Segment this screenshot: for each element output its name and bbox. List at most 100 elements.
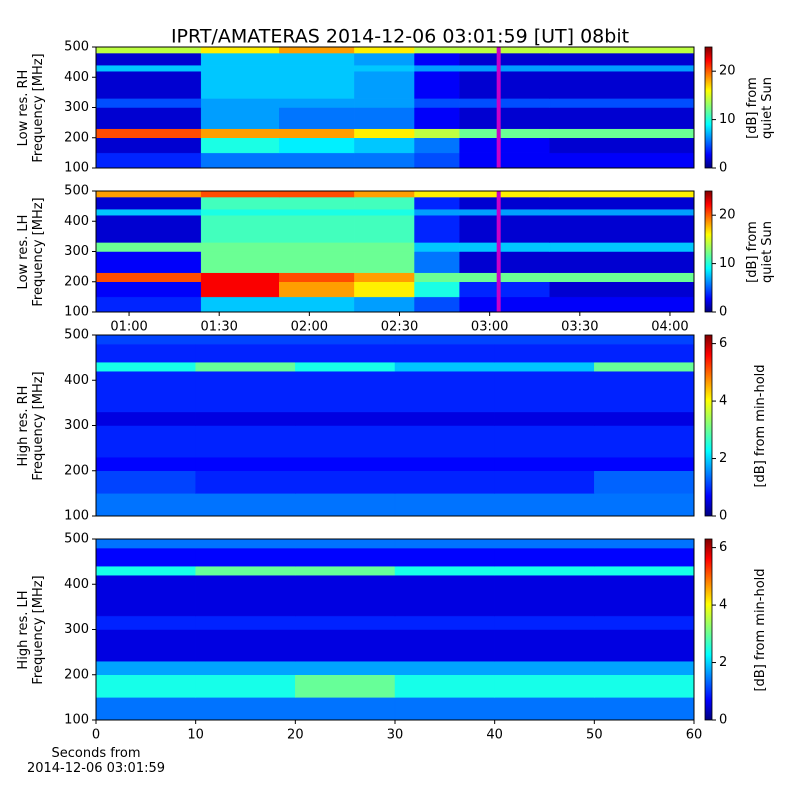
heatmap-cell [354,196,415,210]
heatmap-cell [549,214,695,243]
heatmap-cell [200,281,280,298]
heatmap-cell [549,137,695,154]
heatmap-cell [279,296,355,313]
colorbar-tick-label: 4 [719,598,727,613]
heatmap-cell [95,70,202,99]
heatmap-cell [549,98,695,108]
y-tick-label: 400 [64,214,89,229]
heatmap-cell [549,281,695,298]
y-tick-label: 200 [64,667,89,682]
heatmap-cell [594,456,695,471]
heatmap-cell [200,152,280,169]
heatmap-cell [95,64,202,72]
x-tick-label: 40 [486,728,503,743]
x-tick-label: 60 [686,728,703,743]
heatmap-cell [494,547,595,567]
heatmap-cell [414,296,460,313]
heatmap-cell [354,251,415,273]
colorbar-tick-label: 0 [719,509,727,524]
heatmap-cell [295,565,396,576]
heatmap-cell [394,370,495,413]
colorbar-tick-label: 2 [719,451,727,466]
heatmap-cell [295,660,396,675]
heatmap-cell [494,629,595,662]
heatmap-cell [594,660,695,675]
heatmap-cell [414,64,460,72]
heatmap-cell [594,343,695,363]
heatmap-cell [295,629,396,662]
heatmap-cell [295,334,396,345]
heatmap-cell [195,615,296,630]
heatmap-cell [354,64,415,72]
heatmap-cell [459,52,551,66]
heatmap-cell [494,674,595,698]
heatmap-cell [394,456,495,471]
y-tick-label: 300 [64,244,89,259]
heatmap-cell [200,98,280,108]
heatmap-cell [549,107,695,129]
heatmap-cell [279,242,355,252]
heatmap-cell [414,52,460,66]
heatmap-cell [414,107,460,129]
y-tick-label: 100 [64,161,89,176]
heatmap-cell [414,242,460,252]
heatmap-cell [95,615,196,630]
heatmap-cell [279,46,355,54]
heatmap-cell [459,190,551,198]
y-tick-label: 500 [64,328,89,343]
heatmap-cell [95,52,202,66]
heatmap-cell [459,70,551,99]
colorbar-tick-label: 4 [719,394,727,409]
heatmap-cell [195,629,296,662]
heatmap-cell [200,296,280,313]
heatmap-cell [414,152,460,169]
colorbar-tick-label: 6 [719,336,727,351]
x-tick-label: 04:00 [651,320,688,335]
y-tick-label: 500 [64,40,89,55]
heatmap-cell [200,214,280,243]
marker-line [496,47,501,168]
heatmap-cell [95,281,202,298]
heatmap-cell [394,538,495,549]
heatmap-cell [549,208,695,216]
x-tick-label: 0 [92,728,100,743]
heatmap-cell [195,574,296,617]
heatmap-cell [195,370,296,413]
heatmap-cell [95,152,202,169]
heatmap-cell [549,196,695,210]
colorbar-tick-label: 10 [719,256,736,271]
heatmap-cell [459,281,551,298]
heatmap-cell [594,565,695,576]
x-axis-label: Seconds from 2014-12-06 03:01:59 [26,746,166,776]
y-tick-label: 100 [64,305,89,320]
colorbar-tick-label: 2 [719,655,727,670]
colorbar-tick-label: 0 [719,305,727,320]
heatmap-cell [295,547,396,567]
heatmap-cell [200,208,280,216]
heatmap-cell [594,411,695,426]
heatmap-cell [95,251,202,273]
heatmap-cell [354,296,415,313]
heatmap-cell [494,538,595,549]
colorbar [704,334,713,517]
heatmap-cell [414,46,460,54]
heatmap-cell [295,697,396,721]
heatmap-cell [95,137,202,154]
heatmap-cell [95,107,202,129]
heatmap-cell [354,137,415,154]
heatmap-cell [95,370,196,413]
chart-title: IPRT/AMATERAS 2014-12-06 03:01:59 [UT] 0… [171,26,629,48]
heatmap-cell [95,128,202,139]
heatmap-cell [95,296,202,313]
y-tick-label: 200 [64,274,89,289]
x-tick-label: 01:00 [110,320,147,335]
heatmap-cell [494,615,595,630]
heatmap-cell [459,137,551,154]
heatmap-cell [594,538,695,549]
y-tick-label: 200 [64,130,89,145]
heatmap-cell [394,547,495,567]
heatmap-cell [295,493,396,517]
heatmap-cell [95,411,196,426]
heatmap-cell [459,296,551,313]
